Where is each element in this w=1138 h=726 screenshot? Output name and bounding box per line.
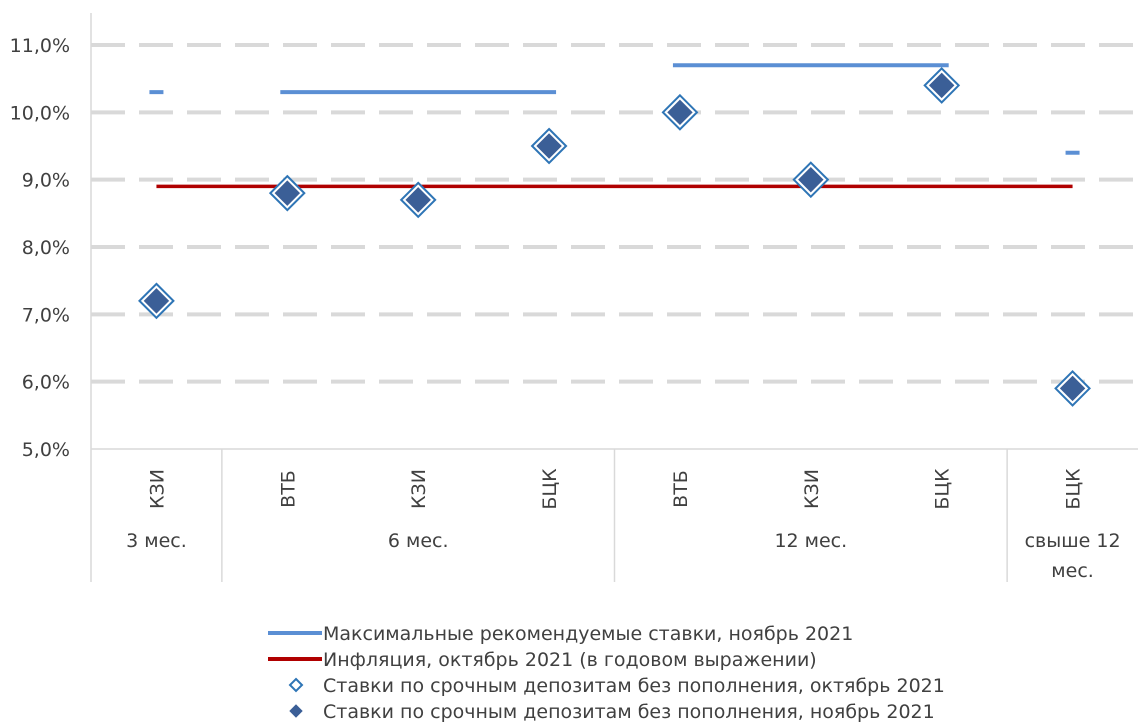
nov-rate-marker bbox=[536, 133, 562, 159]
nov-rate-marker bbox=[798, 166, 824, 193]
legend-oct-marker-icon bbox=[288, 677, 304, 693]
category-label: ВТБ bbox=[670, 470, 692, 508]
category-label: БЦК bbox=[539, 468, 561, 510]
category-label: ВТБ bbox=[277, 470, 299, 508]
y-tick-label: 8,0% bbox=[22, 237, 70, 259]
legend-oct-label: Ставки по срочным депозитам без пополнен… bbox=[323, 675, 945, 697]
nov-rate-marker bbox=[928, 72, 955, 99]
group-label: мес. bbox=[1051, 560, 1094, 582]
legend-inflation-label: Инфляция, октябрь 2021 (в годовом выраже… bbox=[323, 649, 817, 671]
category-label: БЦК bbox=[932, 468, 954, 510]
y-tick-label: 6,0% bbox=[22, 372, 70, 394]
legend-nov-label: Ставки по срочным депозитам без пополнен… bbox=[323, 701, 935, 722]
nov-rate-marker bbox=[1059, 375, 1086, 402]
y-tick-label: 5,0% bbox=[22, 439, 70, 461]
group-label: свыше 12 bbox=[1025, 530, 1121, 552]
category-label: КЗИ bbox=[408, 469, 430, 509]
nov-rate-marker bbox=[274, 180, 301, 206]
group-label: 12 мес. bbox=[774, 530, 847, 552]
y-tick-label: 9,0% bbox=[22, 170, 70, 192]
legend-max-rate-label: Максимальные рекомендуемые ставки, ноябр… bbox=[323, 623, 853, 645]
y-tick-label: 10,0% bbox=[10, 102, 70, 124]
y-tick-label: 11,0% bbox=[10, 35, 70, 57]
group-label: 6 мес. bbox=[388, 530, 449, 552]
category-label: КЗИ bbox=[146, 469, 168, 509]
category-label: БЦК bbox=[1063, 468, 1085, 510]
category-label: КЗИ bbox=[801, 469, 823, 509]
y-tick-label: 7,0% bbox=[22, 304, 70, 326]
nov-rate-marker bbox=[405, 187, 431, 213]
nov-rate-marker bbox=[667, 99, 693, 126]
nov-rate-marker bbox=[143, 288, 170, 314]
group-label: 3 мес. bbox=[126, 530, 187, 552]
legend-nov-marker-icon bbox=[289, 704, 303, 718]
